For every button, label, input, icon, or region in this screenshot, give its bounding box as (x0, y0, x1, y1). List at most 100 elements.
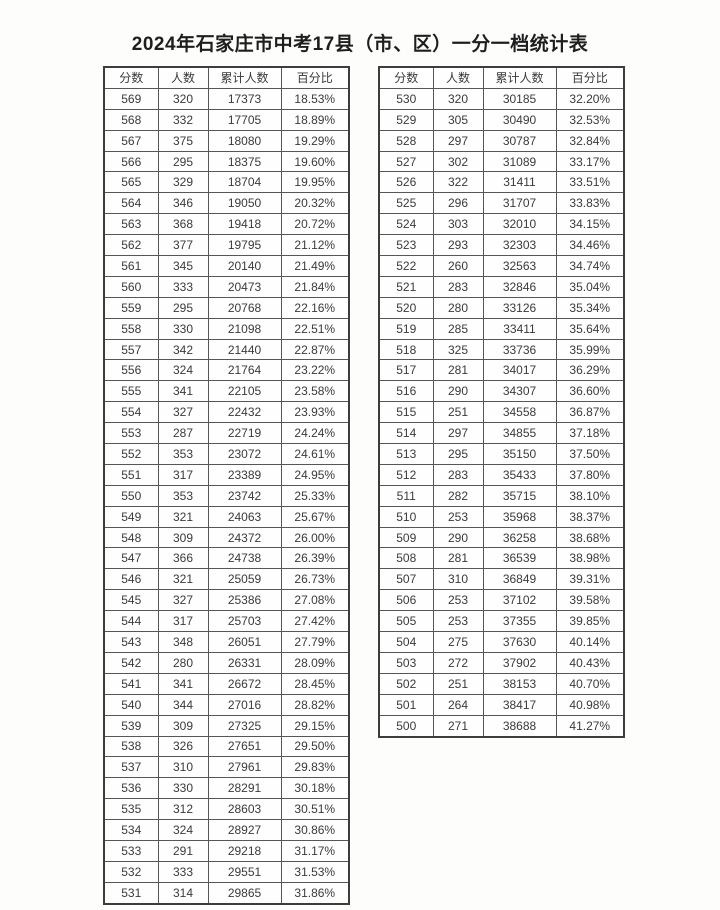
column-header: 人数 (157, 66, 209, 89)
table-row: 532 333 29551 31.53% (103, 860, 350, 883)
table-cell: 320 (432, 87, 484, 110)
table-cell: 30185 (482, 87, 557, 110)
table-cell: 512 (378, 463, 434, 486)
column-header: 百分比 (280, 66, 350, 89)
table-cell: 569 (103, 87, 159, 110)
table-cell: 31.86% (280, 881, 350, 905)
table-cell: 539 (103, 714, 159, 737)
table-cell: 18375 (207, 150, 282, 173)
table-row: 546 321 25059 26.73% (103, 568, 350, 591)
table-cell: 550 (103, 484, 159, 507)
table-cell: 40.70% (555, 672, 625, 695)
table-cell: 29.50% (280, 735, 350, 758)
table-cell: 528 (378, 129, 434, 152)
table-cell: 38.37% (555, 505, 625, 528)
table-row: 554 327 22432 23.93% (103, 401, 350, 424)
table-cell: 519 (378, 317, 434, 340)
table-cell: 310 (432, 568, 484, 591)
table-cell: 554 (103, 401, 159, 424)
table-cell: 31.53% (280, 860, 350, 883)
table-cell: 35.64% (555, 317, 625, 340)
table-cell: 32846 (482, 275, 557, 298)
table-row: 549 321 24063 25.67% (103, 505, 350, 528)
table-cell: 500 (378, 714, 434, 738)
table-cell: 23389 (207, 463, 282, 486)
table-cell: 529 (378, 108, 434, 131)
table-row: 513 295 35150 37.50% (378, 443, 625, 465)
table-cell: 563 (103, 213, 159, 236)
table-cell: 317 (157, 610, 209, 633)
table-cell: 562 (103, 234, 159, 257)
table-cell: 564 (103, 192, 159, 215)
table-cell: 35968 (482, 505, 557, 528)
table-row: 510 253 35968 38.37% (378, 505, 625, 528)
table-cell: 33.83% (555, 192, 625, 215)
table-cell: 31.17% (280, 839, 350, 862)
table-cell: 35715 (482, 484, 557, 507)
table-cell: 556 (103, 359, 159, 382)
table-cell: 32010 (482, 213, 557, 236)
table-row: 535 312 28603 30.51% (103, 798, 350, 821)
table-cell: 17373 (207, 87, 282, 110)
table-cell: 28.82% (280, 693, 350, 716)
table-cell: 24063 (207, 505, 282, 528)
table-cell: 295 (432, 443, 484, 465)
table-row: 555 341 22105 23.58% (103, 380, 350, 403)
table-cell: 29.15% (280, 714, 350, 737)
table-row: 543 348 26051 27.79% (103, 631, 350, 653)
table-cell: 30.86% (280, 819, 350, 841)
table-cell: 561 (103, 255, 159, 277)
table-cell: 322 (432, 171, 484, 194)
column-header: 分数 (103, 66, 159, 89)
table-row: 556 324 21764 23.22% (103, 359, 350, 382)
table-cell: 36539 (482, 547, 557, 570)
table-row: 527 302 31089 33.17% (378, 150, 625, 173)
table-cell: 38153 (482, 672, 557, 695)
table-row: 528 297 30787 32.84% (378, 129, 625, 152)
table-row: 536 330 28291 30.18% (103, 777, 350, 800)
table-row: 544 317 25703 27.42% (103, 610, 350, 633)
table-cell: 518 (378, 338, 434, 361)
table-cell: 281 (432, 359, 484, 382)
table-row: 520 280 33126 35.34% (378, 296, 625, 319)
table-cell: 35433 (482, 463, 557, 486)
table-cell: 35150 (482, 443, 557, 465)
table-row: 552 353 23072 24.61% (103, 443, 350, 465)
table-row: 551 317 23389 24.95% (103, 463, 350, 486)
table-row: 506 253 37102 39.58% (378, 589, 625, 612)
table-cell: 34.46% (555, 234, 625, 257)
table-cell: 34017 (482, 359, 557, 382)
table-cell: 251 (432, 672, 484, 695)
table-cell: 36849 (482, 568, 557, 591)
table-cell: 287 (157, 422, 209, 445)
table-cell: 547 (103, 547, 159, 570)
table-row: 531 314 29865 31.86% (103, 881, 350, 905)
table-cell: 19.29% (280, 129, 350, 152)
table-cell: 325 (432, 338, 484, 361)
table-cell: 310 (157, 756, 209, 779)
table-cell: 253 (432, 505, 484, 528)
table-row: 537 310 27961 29.83% (103, 756, 350, 779)
table-cell: 508 (378, 547, 434, 570)
table-cell: 20768 (207, 296, 282, 319)
table-cell: 32.84% (555, 129, 625, 152)
table-cell: 321 (157, 505, 209, 528)
table-cell: 23.58% (280, 380, 350, 403)
table-cell: 552 (103, 443, 159, 465)
table-cell: 32.20% (555, 87, 625, 110)
table-row: 566 295 18375 19.60% (103, 150, 350, 173)
table-cell: 29865 (207, 881, 282, 905)
table-row: 541 341 26672 28.45% (103, 672, 350, 695)
table-cell: 540 (103, 693, 159, 716)
table-cell: 19.95% (280, 171, 350, 194)
table-cell: 18.89% (280, 108, 350, 131)
table-cell: 24.24% (280, 422, 350, 445)
table-cell: 39.31% (555, 568, 625, 591)
table-cell: 516 (378, 380, 434, 403)
table-row: 523 293 32303 34.46% (378, 234, 625, 257)
table-cell: 40.14% (555, 631, 625, 653)
table-row: 558 330 21098 22.51% (103, 317, 350, 340)
table-cell: 567 (103, 129, 159, 152)
table-cell: 38.98% (555, 547, 625, 570)
table-cell: 527 (378, 150, 434, 173)
